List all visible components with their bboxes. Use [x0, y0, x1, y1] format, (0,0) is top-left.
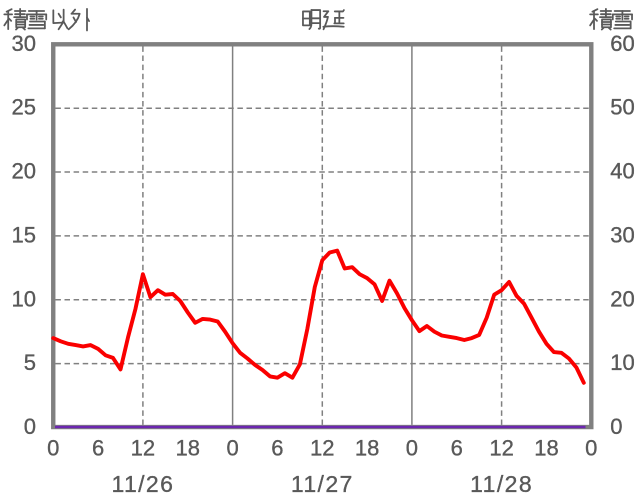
svg-text:25: 25	[12, 95, 36, 120]
svg-text:20: 20	[12, 159, 36, 184]
svg-text:15: 15	[12, 222, 36, 247]
svg-text:40: 40	[610, 159, 634, 184]
svg-text:6: 6	[271, 435, 283, 460]
svg-text:50: 50	[610, 95, 634, 120]
svg-text:0: 0	[24, 414, 36, 439]
svg-text:11/28: 11/28	[470, 471, 533, 497]
svg-text:5: 5	[24, 350, 36, 375]
svg-text:0: 0	[610, 414, 622, 439]
svg-text:0: 0	[47, 435, 59, 460]
svg-text:10: 10	[610, 350, 634, 375]
svg-text:18: 18	[534, 435, 558, 460]
svg-text:60: 60	[610, 31, 634, 56]
svg-text:6: 6	[451, 435, 463, 460]
svg-text:20: 20	[610, 286, 634, 311]
svg-text:10: 10	[12, 286, 36, 311]
svg-text:30: 30	[610, 222, 634, 247]
svg-text:6: 6	[92, 435, 104, 460]
svg-text:11/27: 11/27	[291, 471, 354, 497]
svg-text:12: 12	[131, 435, 155, 460]
svg-text:0: 0	[406, 435, 418, 460]
svg-text:12: 12	[489, 435, 513, 460]
svg-text:0: 0	[226, 435, 238, 460]
svg-text:18: 18	[355, 435, 379, 460]
svg-text:12: 12	[310, 435, 334, 460]
svg-text:0: 0	[585, 435, 597, 460]
svg-text:18: 18	[176, 435, 200, 460]
svg-text:30: 30	[12, 31, 36, 56]
svg-text:11/26: 11/26	[111, 471, 174, 497]
